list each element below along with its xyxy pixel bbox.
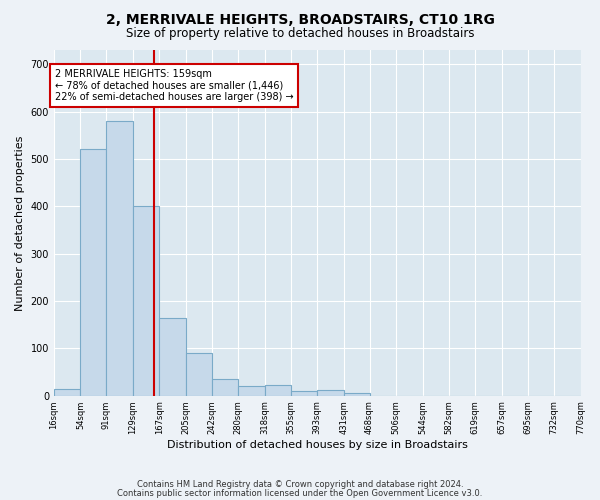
Bar [80, 150, 106, 396]
Text: Size of property relative to detached houses in Broadstairs: Size of property relative to detached ho… [126, 28, 474, 40]
Bar [133, 206, 160, 396]
Bar [212, 379, 238, 396]
Bar [106, 121, 133, 396]
Bar [344, 394, 370, 396]
Bar [265, 386, 290, 396]
Bar [186, 353, 212, 396]
Bar [290, 391, 317, 396]
Text: 2, MERRIVALE HEIGHTS, BROADSTAIRS, CT10 1RG: 2, MERRIVALE HEIGHTS, BROADSTAIRS, CT10 … [106, 12, 494, 26]
Bar [317, 390, 344, 396]
Text: 2 MERRIVALE HEIGHTS: 159sqm
← 78% of detached houses are smaller (1,446)
22% of : 2 MERRIVALE HEIGHTS: 159sqm ← 78% of det… [55, 69, 293, 102]
Bar [238, 386, 265, 396]
Text: Contains public sector information licensed under the Open Government Licence v3: Contains public sector information licen… [118, 488, 482, 498]
Bar [54, 388, 80, 396]
X-axis label: Distribution of detached houses by size in Broadstairs: Distribution of detached houses by size … [167, 440, 467, 450]
Bar [160, 318, 186, 396]
Y-axis label: Number of detached properties: Number of detached properties [15, 135, 25, 310]
Text: Contains HM Land Registry data © Crown copyright and database right 2024.: Contains HM Land Registry data © Crown c… [137, 480, 463, 489]
